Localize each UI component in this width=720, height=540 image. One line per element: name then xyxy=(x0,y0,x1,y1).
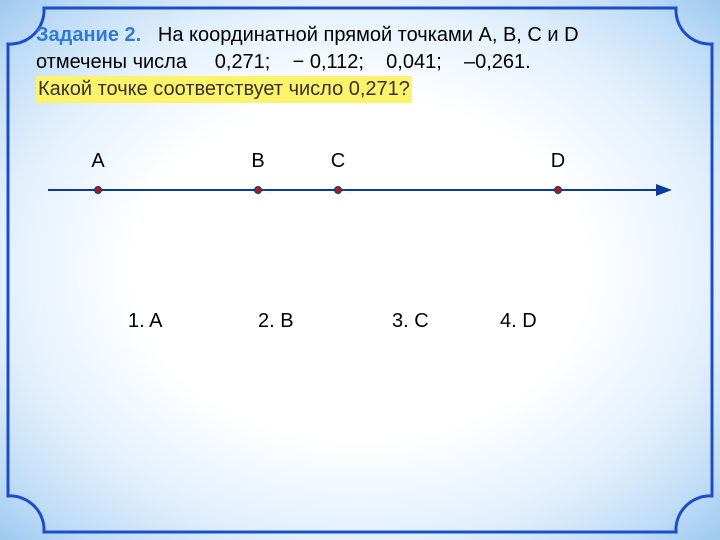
answer-option-4[interactable]: 4. D xyxy=(500,310,537,333)
answer-option-2[interactable]: 2. B xyxy=(258,310,294,333)
task-line-1: На координатной прямой точками А, В, С и… xyxy=(158,24,579,46)
point-label-b: B xyxy=(251,150,264,173)
point-label-a: A xyxy=(91,150,104,173)
point-label-c: C xyxy=(331,150,345,173)
point-label-d: D xyxy=(551,150,565,173)
number-line: A B C D xyxy=(48,150,672,210)
task-numbers: 0,271; − 0,112; 0,041; –0,261. xyxy=(193,51,531,73)
content-area: Задание 2. На координатной прямой точкам… xyxy=(0,0,720,540)
task-question: Какой точке соответствует число 0,271? xyxy=(36,76,412,103)
task-paragraph: Задание 2. На координатной прямой точкам… xyxy=(36,22,684,103)
task-label: Задание 2. xyxy=(36,24,141,46)
answer-option-1[interactable]: 1. A xyxy=(128,310,162,333)
answer-option-3[interactable]: 3. C xyxy=(392,310,429,333)
task-line-2-prefix: отмечены числа xyxy=(36,51,187,73)
